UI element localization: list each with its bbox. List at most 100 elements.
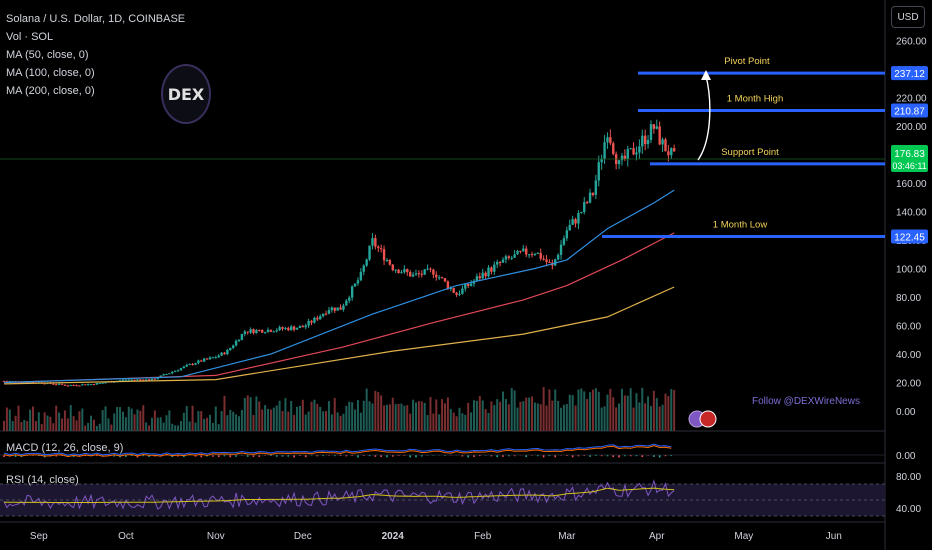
candle-body	[336, 307, 339, 311]
candle-body	[202, 358, 206, 362]
macd-histogram-bar	[566, 455, 568, 457]
x-tick-label: Sep	[30, 531, 48, 542]
candle-body	[658, 126, 661, 145]
volume-bar	[98, 423, 101, 431]
y-tick-label: 140.00	[896, 208, 927, 219]
candle-body	[258, 329, 261, 331]
volume-bar	[606, 394, 609, 431]
volume-bar	[290, 401, 293, 431]
currency-button[interactable]: USD	[891, 6, 925, 28]
candle-body	[20, 382, 23, 384]
volume-bar	[380, 395, 383, 431]
macd-histogram-bar	[461, 455, 464, 457]
macd-histogram-bar	[235, 455, 237, 457]
macd-histogram-bar	[270, 455, 272, 457]
candle-body	[545, 259, 548, 263]
volume-bar	[319, 406, 322, 431]
candle-body	[458, 293, 461, 295]
candle-body	[316, 317, 319, 320]
candle-body	[310, 320, 313, 323]
macd-histogram-bar	[96, 455, 98, 457]
candle-body	[672, 148, 676, 152]
candle-body	[350, 286, 354, 298]
volume-bar	[461, 413, 464, 431]
volume-bar	[412, 399, 415, 431]
macd-histogram-bar	[554, 455, 557, 458]
legend-ma200: MA (200, close, 0)	[6, 85, 95, 97]
volume-bar	[620, 388, 623, 431]
level-price-label: 210.87	[894, 107, 925, 118]
candle-body	[632, 148, 635, 155]
volume-bar	[481, 400, 484, 431]
candle-body	[356, 280, 360, 284]
volume-bar	[5, 407, 8, 431]
volume-bar	[560, 407, 563, 431]
candle-body	[649, 124, 653, 140]
macd-histogram-bar	[420, 455, 423, 457]
macd-histogram-bar	[287, 455, 290, 457]
candle-body	[559, 244, 563, 255]
volume-bar	[597, 391, 600, 431]
candle-body	[139, 379, 142, 381]
candle-body	[66, 385, 70, 387]
macd-histogram-bar	[194, 455, 197, 457]
pivot-arrowhead	[701, 70, 711, 80]
candle-body	[638, 146, 641, 153]
volume-bar	[220, 411, 223, 431]
volume-bar	[87, 422, 90, 431]
volume-bar	[435, 399, 438, 431]
macd-histogram-bar	[252, 455, 255, 457]
volume-bar	[609, 388, 612, 431]
x-tick-label: Jun	[826, 531, 842, 542]
macd-histogram-bar	[653, 455, 655, 457]
candle-body	[417, 273, 421, 275]
y-tick-label: 0.00	[896, 407, 916, 418]
volume-bar	[438, 414, 441, 431]
volume-bar	[32, 406, 35, 431]
candle-body	[435, 274, 438, 278]
volume-bar	[264, 405, 267, 431]
candle-body	[60, 383, 64, 385]
candle-body	[353, 283, 357, 287]
volume-bar	[249, 397, 252, 431]
candle-body	[664, 139, 667, 152]
volume-bar	[145, 422, 148, 431]
candle-body	[507, 256, 511, 258]
candle-body	[98, 382, 101, 384]
candle-body	[365, 259, 368, 266]
volume-bar	[644, 403, 647, 431]
candle-body	[348, 297, 351, 301]
volume-bar	[156, 417, 159, 431]
volume-bar	[638, 402, 641, 431]
volume-bar	[383, 405, 386, 431]
volume-bar	[194, 422, 197, 431]
macd-histogram-bar	[142, 455, 145, 457]
volume-bar	[261, 409, 264, 431]
candle-body	[612, 143, 615, 155]
candle-body	[525, 248, 528, 255]
candle-body	[185, 364, 188, 367]
candle-body	[377, 246, 380, 249]
dex-logo: DEX	[161, 64, 211, 124]
volume-bar	[406, 405, 409, 431]
y-tick-label: 80.00	[896, 293, 921, 304]
candle-body	[231, 345, 235, 348]
volume-bar	[110, 424, 113, 431]
level-price-label: 122.45	[894, 233, 925, 244]
candle-body	[606, 137, 609, 143]
candle-body	[81, 384, 84, 386]
candle-body	[533, 253, 537, 255]
volume-bar	[104, 406, 107, 431]
level-label: Pivot Point	[724, 56, 770, 67]
volume-bar	[551, 400, 554, 431]
candle-body	[55, 384, 58, 386]
candle-body	[26, 382, 29, 384]
volume-bar	[449, 408, 452, 431]
candle-body	[527, 254, 531, 256]
macd-histogram-bar	[223, 455, 226, 457]
volume-bar	[232, 411, 235, 431]
volume-bar	[345, 405, 348, 431]
volume-bar	[284, 398, 287, 431]
volume-bar	[214, 406, 217, 431]
macd-histogram-bar	[595, 455, 597, 456]
